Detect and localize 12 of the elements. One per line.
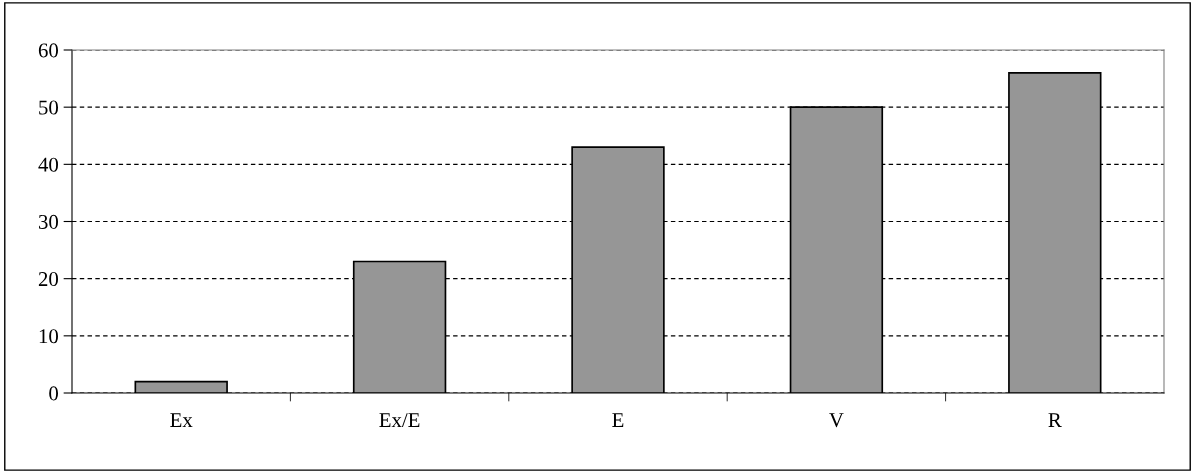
y-tick-label: 10 [39, 329, 59, 344]
x-tick-label: Ex [170, 413, 193, 427]
x-tick-label: R [1048, 413, 1062, 427]
x-tick-label: Ex/E [379, 413, 420, 428]
y-tick-label: 20 [38, 272, 59, 287]
y-tick-label: 30 [38, 214, 59, 229]
x-tick-label: V [829, 413, 844, 428]
y-tick-label: 50 [39, 100, 59, 115]
x-tick-label: E [612, 413, 624, 427]
y-tick-label: 40 [38, 157, 59, 172]
y-tick-label: 60 [38, 43, 59, 58]
y-tick-label: 0 [49, 386, 59, 401]
